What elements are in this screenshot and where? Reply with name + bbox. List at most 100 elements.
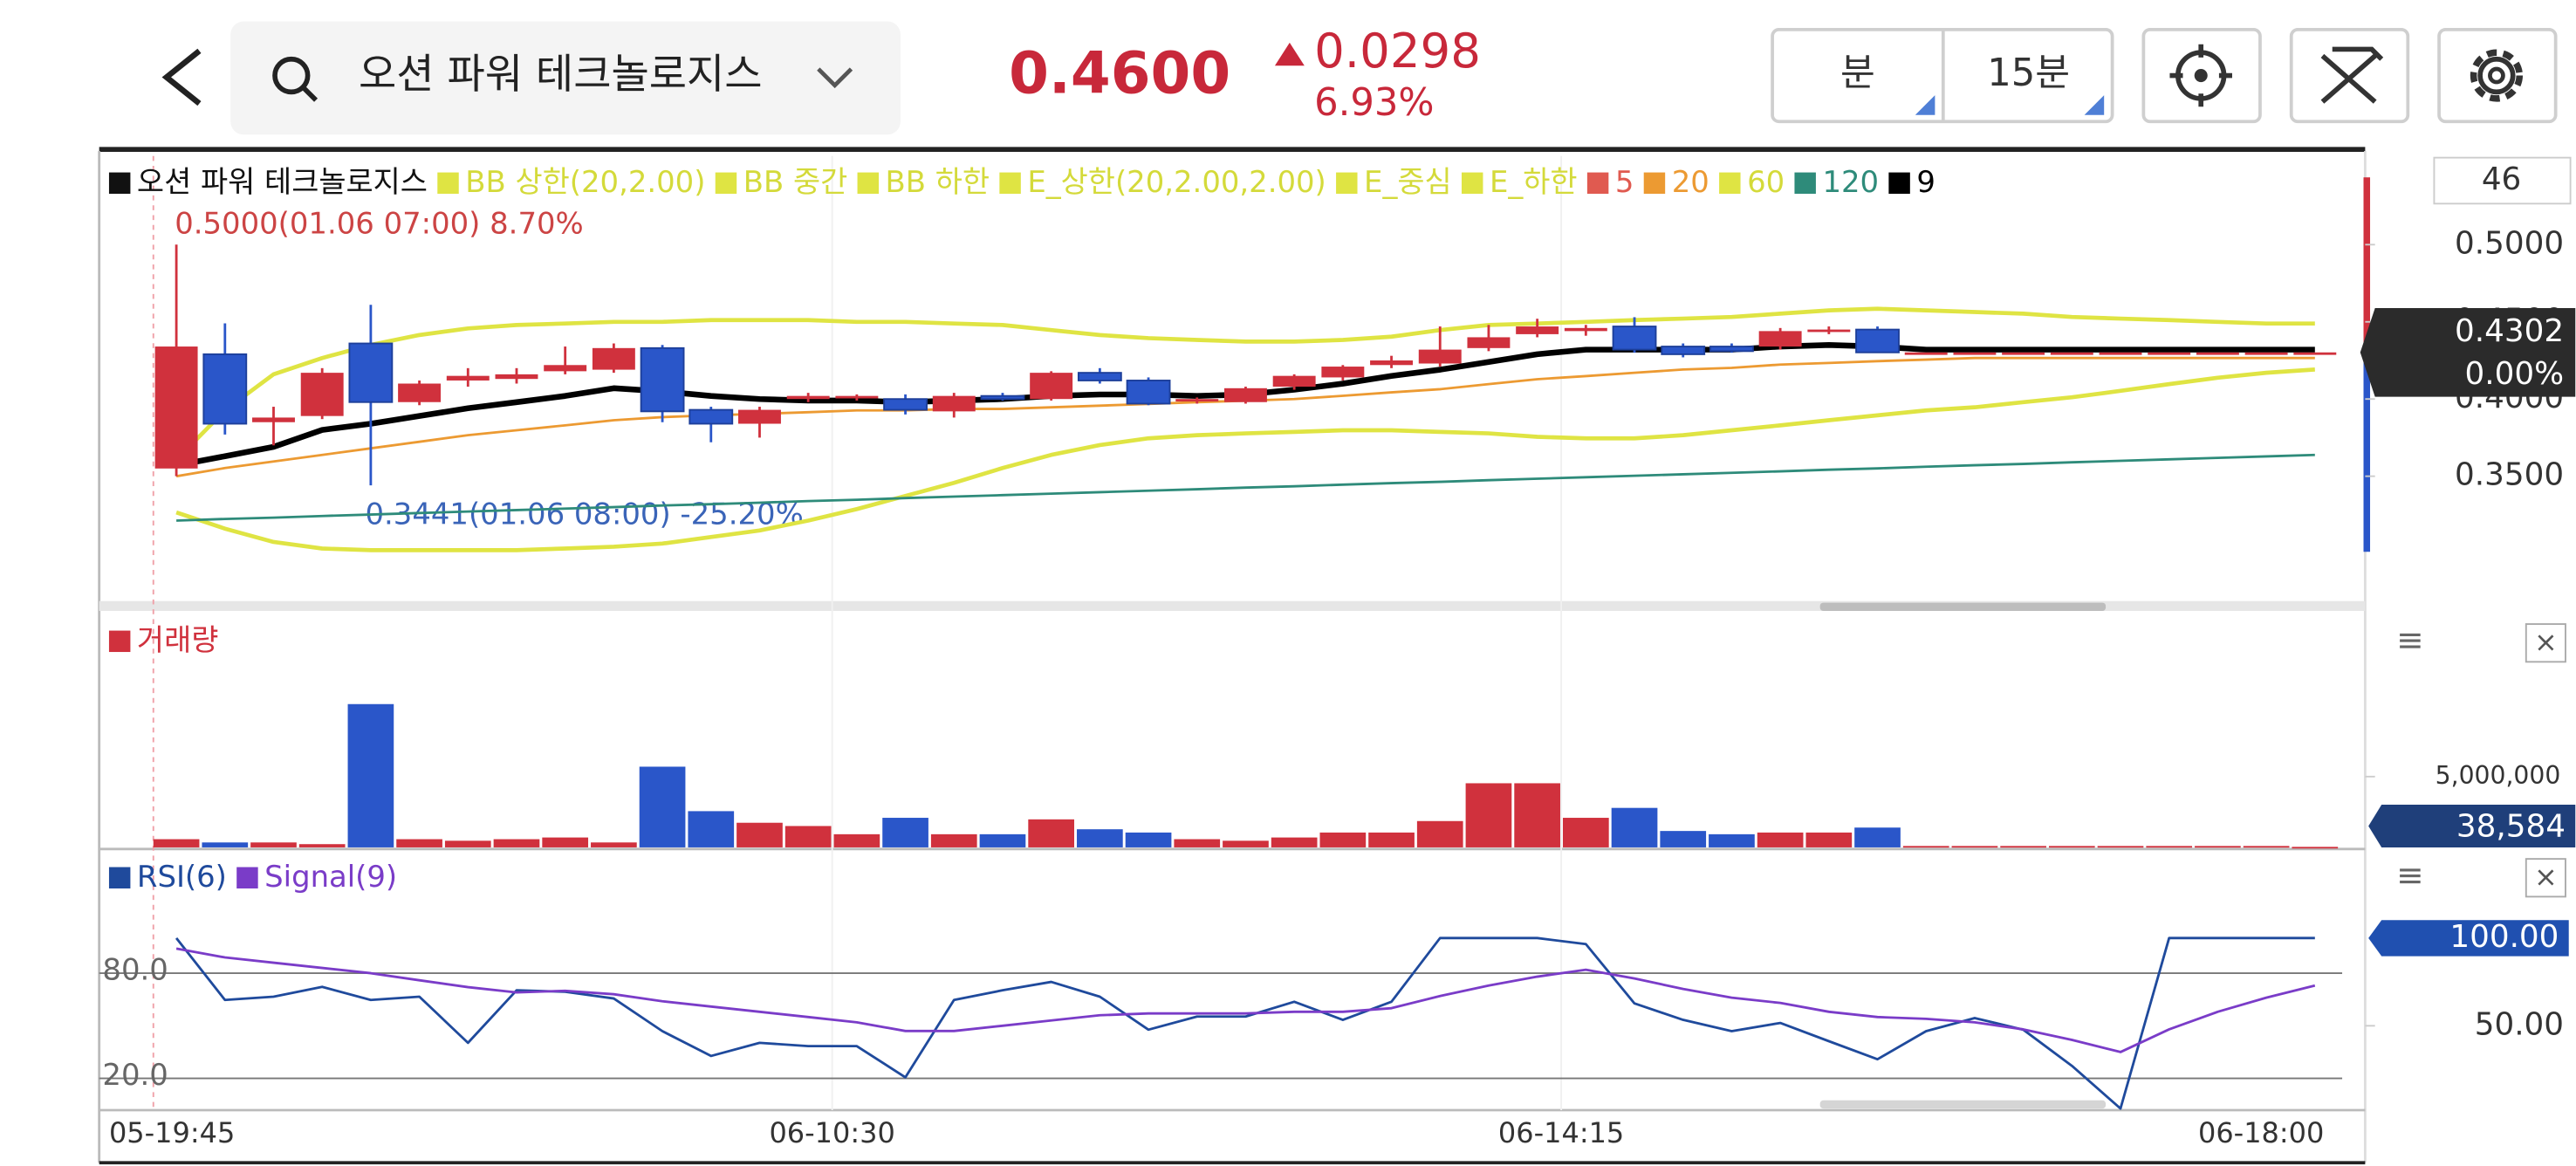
volume-bar: [1174, 839, 1221, 847]
candle-body: [786, 395, 830, 400]
candle-body: [932, 395, 976, 412]
legend-swatch: [1643, 172, 1666, 195]
legend-swatch: [857, 172, 880, 195]
x-tick-label: 06-14:15: [1498, 1116, 1624, 1149]
volume-bar: [2146, 846, 2193, 848]
volume-bar: [298, 844, 346, 847]
candle-body: [2293, 352, 2337, 355]
legend-label: BB 상한(20,2.00): [465, 165, 705, 199]
settings-button[interactable]: [2437, 27, 2558, 124]
dropdown-icon[interactable]: [817, 67, 853, 89]
close-button[interactable]: [2525, 623, 2566, 663]
volume-bar: [1951, 846, 1998, 848]
stock-name: 오션 파워 테크놀로지스: [359, 51, 763, 99]
candle-body: [300, 373, 344, 416]
candle-body: [1855, 328, 1900, 353]
price-change-pct: 6.93%: [1314, 81, 1434, 125]
candle-body: [883, 398, 928, 411]
candle-body: [1709, 346, 1754, 353]
volume-bar: [153, 839, 200, 847]
legend-swatch: [1336, 172, 1358, 195]
candle-body: [2050, 352, 2093, 355]
gear-hub: [2488, 66, 2505, 85]
candle-body: [2099, 352, 2142, 355]
rsi-tag-value: 100.00: [2449, 919, 2559, 955]
x-tick-label: 06-10:30: [769, 1116, 894, 1149]
volume-bar: [250, 842, 297, 847]
candle-body: [1564, 327, 1607, 332]
volume-bar: [542, 837, 589, 847]
price-tag: [2360, 307, 2576, 397]
y-tick-label: 20.0: [102, 1058, 168, 1092]
search-box[interactable]: [230, 21, 901, 135]
legend-swatch: [437, 172, 459, 195]
legend-swatch: [108, 867, 131, 888]
high-annotation: 0.5000(01.06 07:00) 8.70%: [175, 206, 584, 240]
candle-body: [1953, 352, 1997, 355]
candle-body: [252, 417, 295, 422]
legend-label: 120: [1822, 165, 1879, 199]
scroll-thumb[interactable]: [1819, 1100, 2107, 1109]
candle-body: [495, 374, 538, 380]
candle-body: [348, 342, 394, 403]
volume-bar: [1709, 833, 1755, 847]
volume-tag-value: 38,584: [2456, 808, 2566, 844]
candle-body: [1126, 380, 1171, 405]
legend-label: BB 하한: [886, 165, 990, 199]
candle-body: [2244, 352, 2288, 355]
candle-body: [2148, 352, 2191, 355]
volume-bar: [1223, 840, 1269, 847]
candle-body: [835, 395, 879, 399]
volume-bar: [1319, 832, 1367, 847]
scroll-thumb[interactable]: [1819, 602, 2107, 611]
candle-body: [1321, 367, 1365, 378]
candle-body: [1516, 326, 1559, 334]
gear-teeth: [2470, 49, 2524, 102]
candle-body: [980, 394, 1025, 401]
legend-swatch: [236, 867, 258, 888]
count: 46: [2482, 161, 2522, 197]
y-tick-label: 0.5000: [2455, 225, 2564, 261]
legend-label: RSI(6): [137, 860, 227, 894]
legend-swatch: [108, 630, 131, 653]
menu-icon[interactable]: ≡: [2396, 621, 2424, 659]
price-tag-change: 0.00%: [2464, 356, 2564, 392]
volume-bar: [1028, 819, 1075, 847]
volume-bar: [1077, 829, 1123, 847]
volume-bar: [2097, 846, 2144, 848]
candle-body: [1418, 349, 1462, 364]
candle-body: [1758, 331, 1802, 347]
close-button[interactable]: [2525, 858, 2566, 898]
candle-body: [689, 408, 734, 425]
y-tick-label: 5,000,000: [2436, 761, 2561, 790]
volume-bar: [639, 766, 686, 847]
volume-bar: [1757, 832, 1804, 847]
legend-swatch: [1888, 172, 1910, 195]
draw-tool-icon: [2320, 46, 2384, 104]
menu-icon[interactable]: ≡: [2396, 855, 2424, 894]
close-icon: ×: [2534, 626, 2558, 659]
candle-body: [2196, 352, 2239, 355]
back-button[interactable]: [161, 48, 202, 106]
up-triangle: [1274, 42, 1305, 66]
candle-body: [1223, 388, 1267, 402]
volume-bar: [1902, 846, 1949, 848]
candle-body: [1904, 352, 1948, 355]
candle-body: [154, 346, 198, 469]
candle-body: [1467, 337, 1511, 348]
interval[interactable]: 15분: [1987, 51, 2070, 95]
price-range-down: [2363, 353, 2371, 552]
crosshair-dot: [2194, 69, 2208, 83]
candle-body: [2002, 352, 2045, 355]
legend-label: Signal(9): [264, 860, 397, 894]
volume-bar: [2243, 846, 2290, 848]
candle-body: [1175, 399, 1219, 402]
interval-unit[interactable]: 분: [1840, 51, 1875, 95]
price-change: 0.0298: [1314, 23, 1481, 79]
x-tick-label: 05-19:45: [109, 1116, 235, 1149]
corner-mark: [1915, 95, 1935, 115]
pane-divider: [99, 600, 2366, 611]
price-tag-value: 0.4302: [2455, 313, 2564, 349]
